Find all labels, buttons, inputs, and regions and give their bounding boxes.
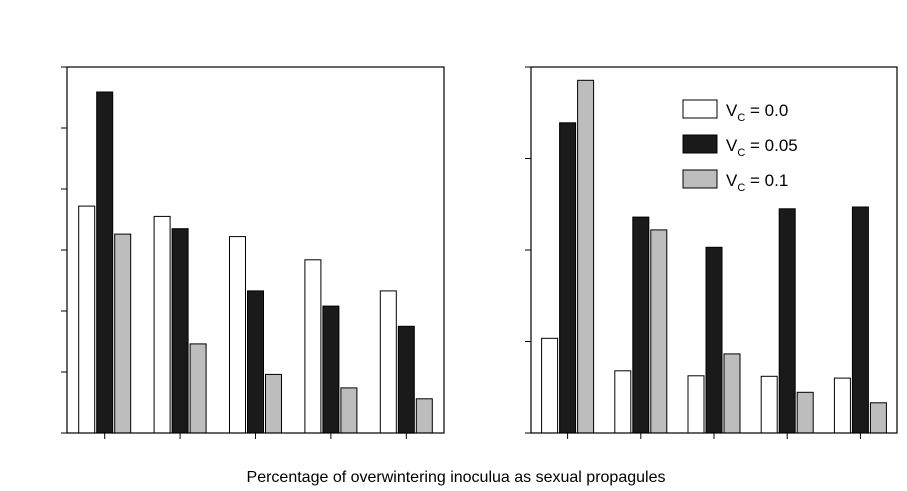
shared-x-axis-label: Percentage of overwintering inoculua as … xyxy=(247,469,666,486)
legend-swatch-0 xyxy=(682,99,718,119)
bar-70-series-2 xyxy=(340,387,358,434)
bar-70-series-0 xyxy=(304,259,322,434)
bar-100-series-2 xyxy=(415,398,433,434)
bar-100-series-1 xyxy=(397,325,415,434)
bar-30-series-0 xyxy=(614,370,632,434)
legend-label-subscript: C xyxy=(737,147,745,159)
legend-label-prefix: V xyxy=(726,171,738,190)
bar-10-series-1 xyxy=(96,91,114,434)
bar-100-series-2 xyxy=(869,402,887,434)
bar-50-series-2 xyxy=(265,373,282,434)
legend-label-prefix: V xyxy=(726,136,738,155)
bar-100-series-1 xyxy=(851,206,869,434)
legend-swatch-1 xyxy=(682,134,718,154)
legend-label-prefix: V xyxy=(726,101,738,120)
legend-label-2: VC = 0.1 xyxy=(726,171,788,194)
bar-100-series-0 xyxy=(379,290,397,434)
bar-10-series-2 xyxy=(577,79,595,434)
legend-label-suffix: = 0.0 xyxy=(745,101,788,120)
legend-label-1: VC = 0.05 xyxy=(726,136,798,159)
bar-50-series-0 xyxy=(687,375,705,434)
bar-70-series-1 xyxy=(778,208,796,434)
bar-30-series-2 xyxy=(189,343,207,434)
bar-30-series-2 xyxy=(650,229,668,434)
panel-a xyxy=(61,66,445,439)
legend-label-suffix: = 0.05 xyxy=(745,136,797,155)
bar-50-series-0 xyxy=(229,236,246,434)
legend-swatch-2 xyxy=(682,169,718,189)
bar-70-series-1 xyxy=(322,305,340,434)
bar-30-series-0 xyxy=(153,215,171,434)
legend-label-subscript: C xyxy=(737,112,745,124)
bar-10-series-0 xyxy=(541,337,559,434)
panel-b xyxy=(525,66,898,439)
bar-30-series-1 xyxy=(171,228,189,434)
bar-70-series-0 xyxy=(760,375,778,434)
bar-30-series-1 xyxy=(632,216,650,434)
bar-100-series-0 xyxy=(833,377,851,434)
bar-10-series-1 xyxy=(559,122,577,434)
bar-50-series-1 xyxy=(247,290,264,434)
bar-70-series-2 xyxy=(796,391,814,434)
bar-50-series-2 xyxy=(723,353,741,434)
bar-10-series-0 xyxy=(78,205,96,434)
legend-label-subscript: C xyxy=(737,182,745,194)
bar-50-series-1 xyxy=(705,246,723,434)
legend-label-suffix: = 0.1 xyxy=(745,171,788,190)
bar-10-series-2 xyxy=(114,233,132,434)
legend-label-0: VC = 0.0 xyxy=(726,101,788,124)
